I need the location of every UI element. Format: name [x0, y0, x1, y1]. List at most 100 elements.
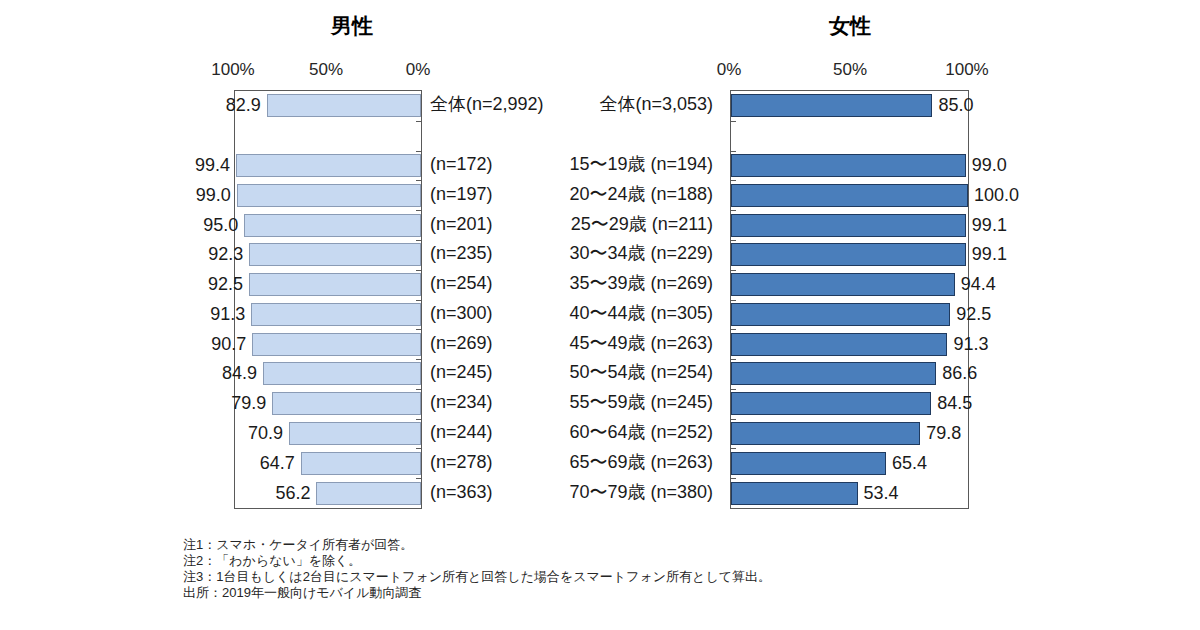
male-category-tick	[416, 419, 421, 420]
female-value-label-row-12: 53.4	[864, 482, 899, 505]
female-bar-row-11	[731, 452, 886, 475]
male-value-label-row-9: 79.9	[231, 392, 266, 415]
female-bar-row-6	[731, 303, 950, 326]
female-bar-row-1	[731, 154, 966, 177]
female-panel-title: 女性	[829, 12, 871, 40]
male-axis-tick-0: 0%	[406, 60, 431, 80]
female-bar-row-0	[731, 94, 932, 117]
female-bar-row-4	[731, 243, 966, 266]
footnote-3: 注3：1台目もしくは2台目にスマートフォン所有と回答した場合をスマートフォン所有…	[183, 569, 771, 585]
female-category-tick	[731, 300, 736, 301]
male-n-label-row-3: (n=201)	[430, 213, 493, 236]
female-plot-area: 85.099.0100.099.199.194.492.591.386.684.…	[730, 90, 969, 509]
female-category-tick	[731, 240, 736, 241]
male-axis-tick-100: 100%	[211, 60, 254, 80]
female-axis-tick-100: 100%	[945, 60, 988, 80]
male-bar-row-12	[316, 482, 421, 505]
female-bar-row-3	[731, 214, 966, 237]
male-category-tick	[416, 151, 421, 152]
male-bar-row-9	[272, 392, 421, 415]
female-axis-tick-0: 0%	[717, 60, 742, 80]
female-value-label-row-11: 65.4	[892, 452, 927, 475]
age-group-label-row-7: 45〜49歳 (n=263)	[569, 332, 713, 355]
male-value-label-row-12: 56.2	[275, 482, 310, 505]
age-group-label-row-4: 30〜34歳 (n=229)	[569, 242, 713, 265]
male-value-label-row-4: 92.3	[208, 243, 243, 266]
age-group-label-row-10: 60〜64歳 (n=252)	[569, 421, 713, 444]
male-panel-title: 男性	[331, 12, 373, 40]
female-bar-row-2	[731, 184, 968, 207]
age-group-label-row-8: 50〜54歳 (n=254)	[569, 361, 713, 384]
female-category-tick	[731, 329, 736, 330]
female-value-label-row-2: 100.0	[974, 184, 1019, 207]
female-value-label-row-1: 99.0	[972, 154, 1007, 177]
male-category-tick	[416, 478, 421, 479]
male-bar-row-4	[249, 243, 421, 266]
male-n-label-row-11: (n=278)	[430, 451, 493, 474]
male-bar-row-7	[252, 333, 421, 356]
female-category-tick	[731, 448, 736, 449]
male-bar-row-2	[237, 184, 421, 207]
male-category-tick	[416, 121, 421, 122]
male-plot-area: 82.999.499.095.092.392.591.390.784.979.9…	[234, 90, 422, 509]
male-n-label-row-6: (n=300)	[430, 302, 493, 325]
female-value-label-row-3: 99.1	[972, 214, 1007, 237]
female-bar-row-8	[731, 362, 936, 385]
male-value-label-row-1: 99.4	[195, 154, 230, 177]
male-bar-row-11	[301, 452, 421, 475]
female-bar-row-10	[731, 422, 920, 445]
male-category-tick	[416, 210, 421, 211]
age-group-label-row-11: 65〜69歳 (n=263)	[569, 451, 713, 474]
female-category-tick	[731, 210, 736, 211]
male-value-label-row-8: 84.9	[222, 362, 257, 385]
female-category-tick	[731, 270, 736, 271]
age-group-label-column: 全体(n=3,053)15〜19歳 (n=194)20〜24歳 (n=188)2…	[500, 90, 713, 507]
age-group-label-row-2: 20〜24歳 (n=188)	[569, 183, 713, 206]
age-group-label-row-5: 35〜39歳 (n=269)	[569, 272, 713, 295]
age-group-label-row-0: 全体(n=3,053)	[599, 93, 713, 116]
female-category-tick	[731, 180, 736, 181]
male-bar-row-10	[289, 422, 421, 445]
male-category-tick	[416, 300, 421, 301]
male-axis-tick-50: 50%	[309, 60, 343, 80]
male-category-tick	[416, 359, 421, 360]
male-n-label-row-10: (n=244)	[430, 421, 493, 444]
footnote-2: 注2：「わからない」を除く。	[183, 553, 771, 569]
female-value-label-row-10: 79.8	[926, 422, 961, 445]
male-category-tick	[416, 448, 421, 449]
male-category-tick	[416, 240, 421, 241]
female-category-tick	[731, 389, 736, 390]
female-category-tick	[731, 478, 736, 479]
male-bar-row-6	[251, 303, 421, 326]
female-category-tick	[731, 151, 736, 152]
age-group-label-row-3: 25〜29歳 (n=211)	[571, 213, 713, 236]
footnote-1: 注1：スマホ・ケータイ所有者が回答。	[183, 537, 771, 553]
male-n-label-row-1: (n=172)	[430, 153, 493, 176]
female-value-label-row-4: 99.1	[972, 243, 1007, 266]
female-category-tick	[731, 419, 736, 420]
female-value-label-row-7: 91.3	[953, 333, 988, 356]
male-n-label-row-8: (n=245)	[430, 361, 493, 384]
male-value-label-row-3: 95.0	[203, 214, 238, 237]
male-value-label-row-6: 91.3	[210, 303, 245, 326]
female-bar-row-5	[731, 273, 955, 296]
male-value-label-row-7: 90.7	[211, 333, 246, 356]
female-category-tick	[731, 359, 736, 360]
male-n-label-row-5: (n=254)	[430, 272, 493, 295]
female-bar-row-12	[731, 482, 858, 505]
male-n-label-row-12: (n=363)	[430, 481, 493, 504]
male-n-label-row-4: (n=235)	[430, 242, 493, 265]
female-axis-tick-50: 50%	[833, 60, 867, 80]
female-value-label-row-5: 94.4	[961, 273, 996, 296]
male-bar-row-1	[236, 154, 421, 177]
male-bar-row-8	[263, 362, 421, 385]
female-value-label-row-9: 84.5	[937, 392, 972, 415]
male-category-tick	[416, 389, 421, 390]
age-group-label-row-9: 55〜59歳 (n=245)	[569, 391, 713, 414]
figure: 男性 女性 100% 50% 0% 0% 50% 100% 82.999.499…	[0, 0, 1200, 630]
male-bar-row-5	[249, 273, 421, 296]
age-group-label-row-12: 70〜79歳 (n=380)	[569, 481, 713, 504]
male-value-label-row-0: 82.9	[226, 94, 261, 117]
age-group-label-row-6: 40〜44歳 (n=305)	[569, 302, 713, 325]
female-bar-row-9	[731, 392, 931, 415]
